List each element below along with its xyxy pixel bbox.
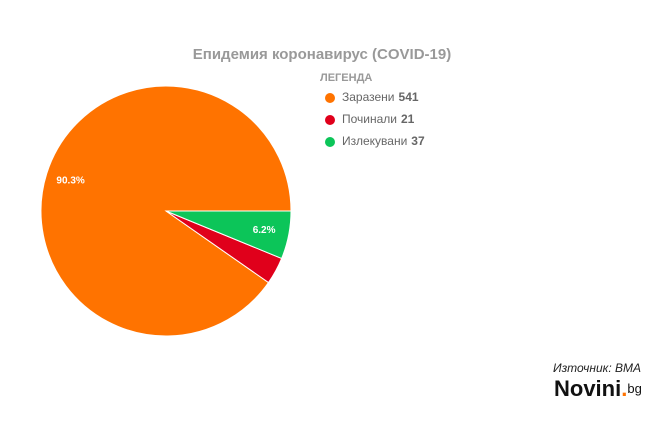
legend-marker: [325, 137, 335, 147]
pie-slice: [165, 210, 292, 260]
legend-entry: Починали 21: [342, 112, 415, 126]
legend-entry: Заразени 541: [342, 90, 419, 104]
legend-count: 21: [401, 112, 415, 126]
slice-label: 90.3%: [56, 176, 84, 187]
legend-title: ЛЕГЕНДА: [320, 72, 372, 84]
legend-marker: [325, 93, 335, 103]
legend-marker: [325, 115, 335, 125]
legend-entry: Излекувани 37: [342, 134, 425, 148]
slice-label: 6.2%: [253, 225, 276, 236]
logo: Novini.bg: [554, 376, 642, 401]
legend-label: Починали: [342, 112, 397, 126]
source: Източник: ВМА: [553, 361, 641, 375]
legend-label: Заразени: [342, 90, 395, 104]
legend-label: Излекувани: [342, 134, 407, 148]
legend-count: 37: [411, 134, 425, 148]
chart-title: Епидемия коронавирус (COVID-19): [193, 46, 451, 63]
legend-count: 541: [399, 90, 419, 104]
logo-tld: bg: [627, 381, 641, 396]
logo-name: Novini: [554, 376, 621, 401]
logo-dot: .: [621, 376, 627, 401]
